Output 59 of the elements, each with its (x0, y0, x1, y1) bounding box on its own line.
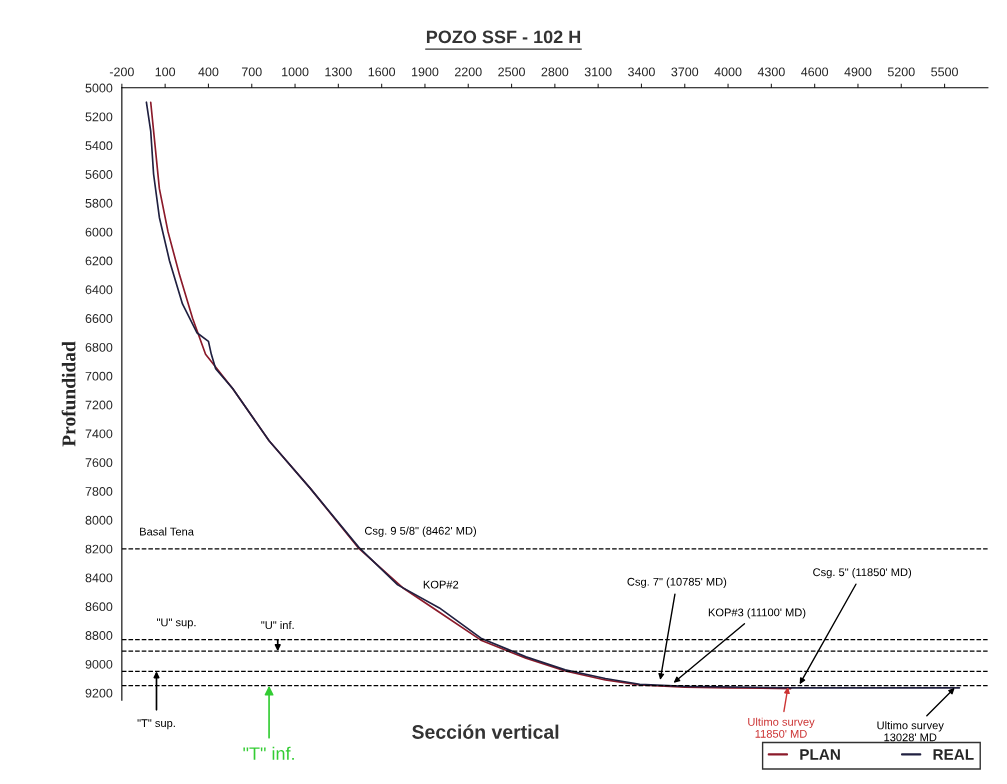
annotation: Ultimo survey 13028' MD (877, 721, 944, 742)
annotation: Csg. 9 5/8" (8462' MD) (364, 526, 476, 537)
x-tick-label: 4000 (714, 67, 742, 77)
ref-line-label: "U" sup. (156, 618, 196, 629)
y-tick-label: 6600 (85, 314, 113, 323)
x-tick-label: 1600 (368, 67, 396, 77)
x-tick-label: 3100 (584, 67, 612, 77)
annotation: Ultimo survey 11850' MD (748, 717, 815, 738)
x-axis-title: Sección vertical (412, 724, 559, 739)
y-tick-label: 9200 (85, 688, 113, 698)
x-tick-label: 700 (241, 67, 262, 77)
legend-label: PLAN (800, 749, 840, 760)
annotation: KOP#2 (423, 580, 459, 589)
y-axis-title: Profundidad (61, 341, 76, 447)
y-tick-label: 6200 (85, 256, 113, 266)
ref-line-label: "T" inf. (243, 746, 294, 760)
x-tick-label: 1000 (282, 67, 309, 77)
legend-label: REAL (933, 749, 974, 760)
x-tick-label: 5500 (931, 67, 958, 77)
chart-title: POZO SSF - 102 H (426, 30, 581, 44)
y-tick-label: 5600 (85, 170, 113, 179)
annotation: Csg. 7" (10785' MD) (627, 577, 727, 588)
y-tick-label: 8200 (85, 544, 113, 554)
y-tick-label: 7200 (85, 400, 113, 410)
y-tick-label: 7000 (85, 371, 113, 381)
ref-line-label: "T" sup. (137, 719, 175, 730)
y-tick-label: 6800 (85, 342, 113, 352)
y-tick-label: 8000 (85, 515, 113, 525)
y-tick-label: 5000 (85, 83, 113, 93)
x-tick-label: 1300 (325, 67, 352, 77)
x-tick-label: 1900 (412, 67, 439, 77)
ref-line-label: Basal Tena (140, 527, 194, 536)
x-tick-label: 400 (198, 67, 219, 77)
y-tick-label: 5400 (85, 141, 113, 151)
annotation: Csg. 5" (11850' MD) (813, 567, 912, 579)
y-tick-label: 7400 (85, 429, 113, 439)
x-tick-label: 5200 (887, 67, 915, 77)
x-tick-label: -200 (109, 67, 134, 77)
x-tick-label: 3400 (628, 67, 655, 77)
y-tick-label: 7800 (85, 487, 113, 496)
x-tick-label: 2200 (454, 67, 482, 77)
x-tick-label: 3700 (671, 67, 699, 77)
x-tick-label: 100 (155, 67, 176, 77)
y-tick-label: 8600 (85, 602, 113, 612)
y-tick-label: 6400 (85, 285, 113, 295)
y-tick-label: 8800 (85, 631, 113, 640)
x-tick-label: 2500 (498, 67, 525, 77)
x-tick-label: 4600 (801, 67, 829, 77)
y-tick-label: 6000 (85, 227, 113, 237)
y-tick-label: 8400 (85, 573, 113, 583)
y-tick-label: 9000 (85, 659, 113, 669)
x-tick-label: 4900 (844, 67, 872, 77)
annotation: KOP#3 (11100' MD) (708, 608, 806, 619)
ref-line-label: "U" inf. (261, 620, 294, 630)
x-tick-label: 4300 (757, 67, 785, 77)
y-tick-label: 7600 (85, 458, 113, 468)
x-tick-label: 2800 (541, 67, 569, 77)
y-tick-label: 5800 (85, 198, 113, 208)
y-tick-label: 5200 (85, 112, 113, 122)
